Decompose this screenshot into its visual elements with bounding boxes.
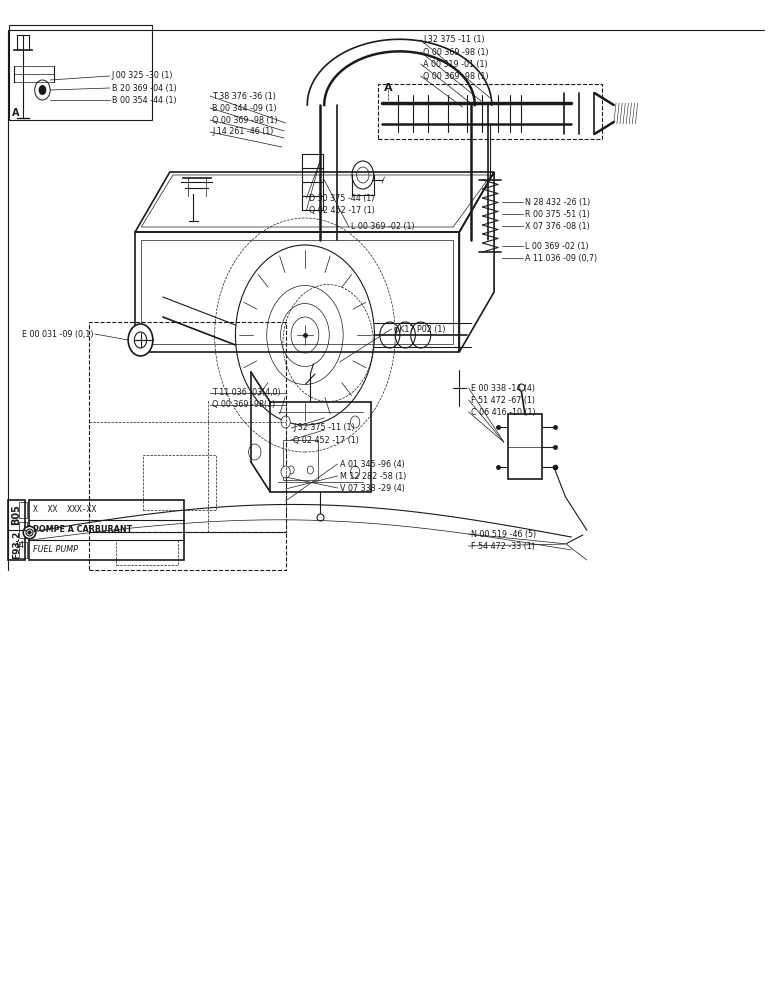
Text: A 00 319 -01 (1): A 00 319 -01 (1) — [423, 60, 488, 68]
Text: Q 00 369 -98 (1): Q 00 369 -98 (1) — [423, 72, 489, 81]
Text: J 14 261 -46 (1): J 14 261 -46 (1) — [212, 127, 274, 136]
Text: E 00 031 -09 (0,1): E 00 031 -09 (0,1) — [22, 330, 93, 338]
Bar — [89, 532, 286, 570]
Bar — [141, 240, 453, 344]
Text: F 51 472 -67 (1): F 51 472 -67 (1) — [471, 395, 535, 404]
Circle shape — [350, 466, 360, 478]
Text: J 32 375 -11 (1): J 32 375 -11 (1) — [293, 424, 355, 432]
Text: B05: B05 — [12, 505, 21, 525]
Text: X 07 376 -08 (1): X 07 376 -08 (1) — [525, 222, 590, 231]
Text: A: A — [12, 108, 20, 118]
Text: FUEL PUMP: FUEL PUMP — [33, 545, 78, 554]
Text: A 01 345 -96 (4): A 01 345 -96 (4) — [340, 460, 405, 468]
Text: D 30 375 -44 (1): D 30 375 -44 (1) — [309, 194, 374, 202]
Bar — [116, 540, 178, 565]
Bar — [19, 502, 27, 518]
Text: F 54 472 -33 (1): F 54 472 -33 (1) — [471, 542, 535, 550]
Text: Q 00 369 -98 (1): Q 00 369 -98 (1) — [423, 47, 489, 56]
Bar — [89, 322, 286, 532]
Bar — [508, 414, 543, 479]
Text: C 06 416 -10 (1): C 06 416 -10 (1) — [471, 408, 536, 416]
Text: Q 00 369 -98 (1): Q 00 369 -98 (1) — [212, 115, 278, 124]
Text: L 00 369 -02 (1): L 00 369 -02 (1) — [525, 241, 588, 250]
Circle shape — [281, 416, 290, 428]
Text: N 28 432 -26 (1): N 28 432 -26 (1) — [525, 198, 591, 207]
Text: T 38 376 -36 (1): T 38 376 -36 (1) — [212, 92, 276, 101]
Text: X  XX  XXX-XX: X XX XXX-XX — [33, 505, 96, 514]
Text: Q 00 369 -98(1): Q 00 369 -98(1) — [212, 400, 276, 410]
Circle shape — [128, 324, 153, 356]
Text: V 07 338 -29 (4): V 07 338 -29 (4) — [340, 484, 405, 492]
Text: B 00 344 -09 (1): B 00 344 -09 (1) — [212, 104, 277, 112]
Text: J 32 375 -11 (1): J 32 375 -11 (1) — [423, 35, 485, 44]
Bar — [378, 84, 602, 139]
Text: J 00 325 -30 (1): J 00 325 -30 (1) — [112, 72, 174, 81]
Text: 14: 14 — [14, 542, 24, 550]
Text: φK17 P02 (1): φK17 P02 (1) — [394, 324, 445, 334]
Bar — [135, 232, 459, 352]
Text: A: A — [384, 83, 392, 93]
Circle shape — [350, 416, 360, 428]
Text: F93.2: F93.2 — [12, 531, 21, 559]
Circle shape — [281, 466, 290, 478]
Text: POMPE A CARBURANT: POMPE A CARBURANT — [33, 526, 133, 534]
Text: Q 02 452 -17 (1): Q 02 452 -17 (1) — [293, 436, 359, 444]
Bar — [283, 440, 318, 480]
Bar — [29, 500, 184, 560]
Text: B 20 369 -04 (1): B 20 369 -04 (1) — [112, 84, 177, 93]
Circle shape — [39, 85, 46, 95]
Bar — [8, 500, 25, 560]
Bar — [19, 542, 27, 558]
Text: A 11 036 -09 (0,7): A 11 036 -09 (0,7) — [525, 253, 597, 262]
Bar — [9, 25, 152, 120]
Text: T 11 036 -03(4,0): T 11 036 -03(4,0) — [212, 388, 281, 397]
Text: L 00 369 -02 (1): L 00 369 -02 (1) — [351, 223, 415, 232]
Bar — [19, 522, 27, 538]
Text: B 00 354 -44 (1): B 00 354 -44 (1) — [112, 96, 177, 104]
Bar — [143, 455, 216, 510]
Text: N 00 519 -46 (5): N 00 519 -46 (5) — [471, 530, 537, 538]
Circle shape — [249, 444, 261, 460]
Text: Q 02 452 -17 (1): Q 02 452 -17 (1) — [309, 206, 374, 215]
Text: R 00 375 -51 (1): R 00 375 -51 (1) — [525, 210, 590, 219]
Text: M 12 282 -58 (1): M 12 282 -58 (1) — [340, 472, 406, 481]
Text: E 00 338 -14 (4): E 00 338 -14 (4) — [471, 383, 535, 392]
